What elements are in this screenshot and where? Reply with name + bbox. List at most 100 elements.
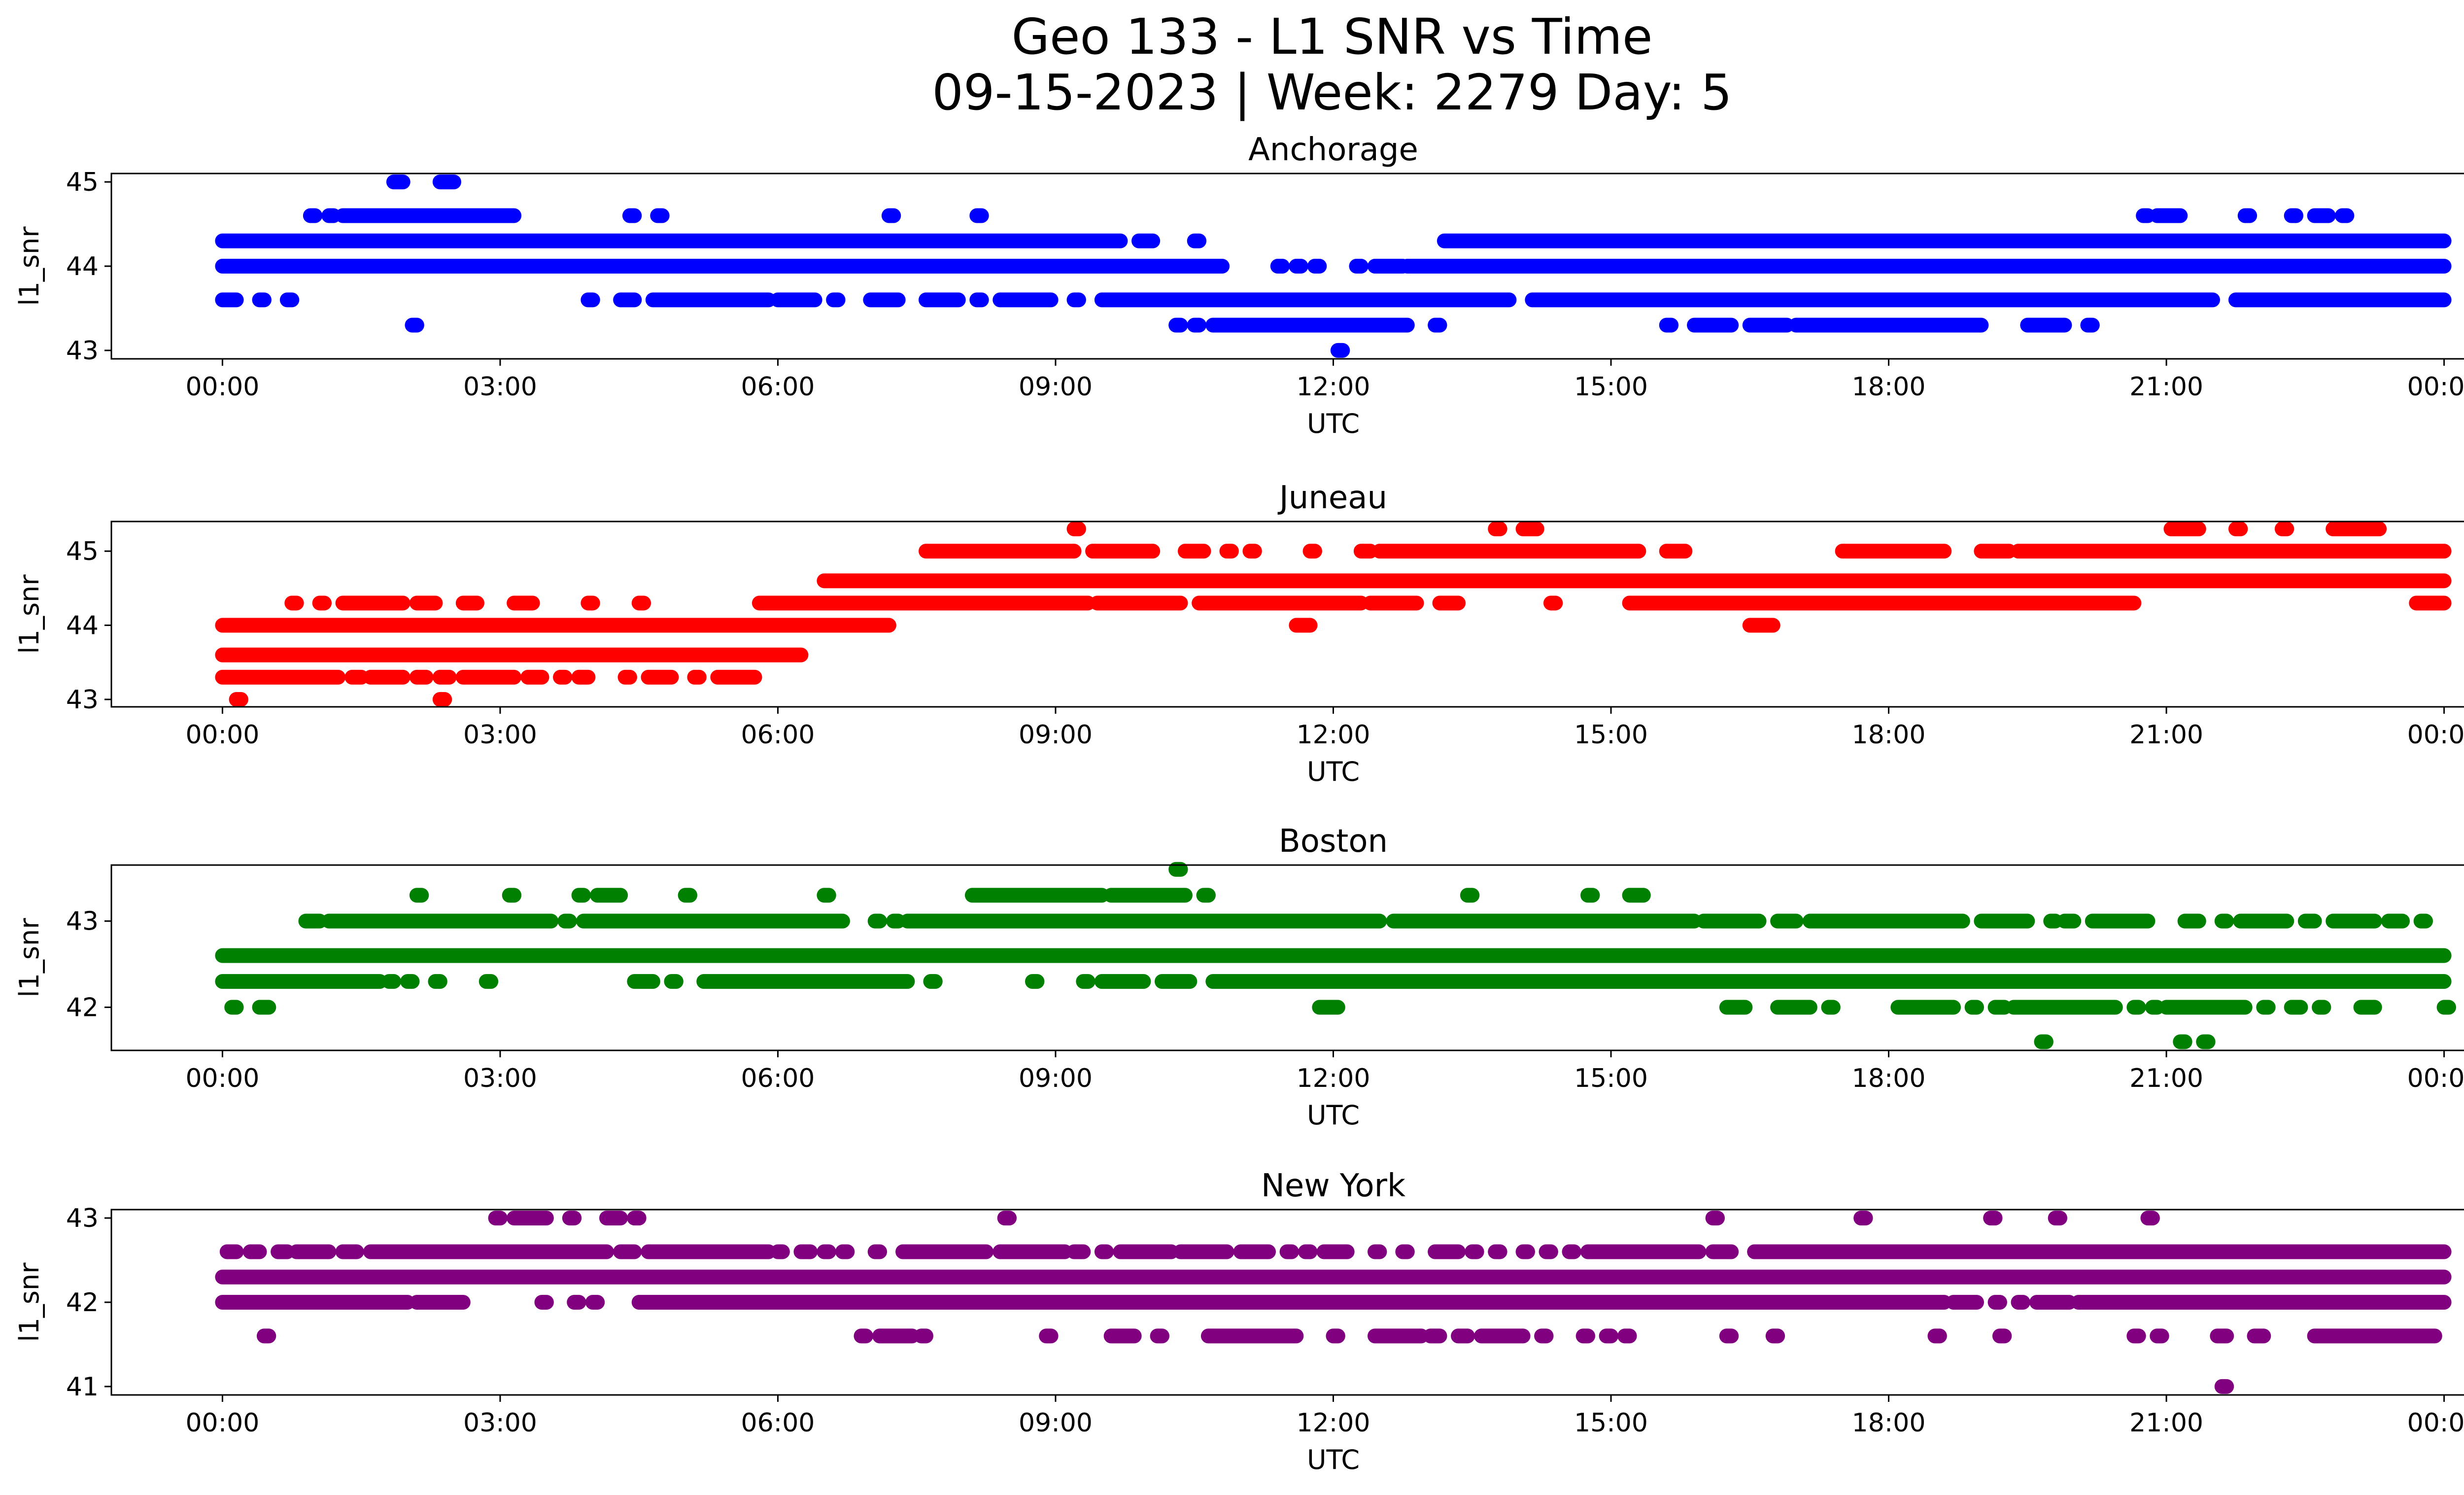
data-point-run: [1705, 1244, 1739, 1259]
data-point-run: [335, 595, 411, 611]
data-point-run: [1076, 974, 1095, 989]
x-tick-label: 21:00: [2129, 372, 2203, 402]
data-point-run: [886, 913, 906, 929]
data-point-run: [1432, 595, 1466, 611]
data-point-run: [627, 1211, 647, 1226]
figure-subtitle: 09-15-2023 | Week: 2279 Day: 5: [932, 64, 1732, 121]
data-point-run: [321, 208, 341, 223]
data-point-run: [335, 1244, 364, 1259]
data-point-run: [1437, 233, 2452, 248]
data-point-run: [279, 292, 300, 308]
y-tick-label: 43: [66, 336, 99, 366]
data-point-run: [224, 1000, 244, 1015]
data-point-run: [409, 669, 434, 685]
data-point-run: [1890, 1000, 1961, 1015]
x-tick-label: 03:00: [463, 1064, 537, 1093]
data-point-run: [1460, 888, 1480, 903]
data-point-run: [1835, 544, 1952, 559]
x-axis-label: UTC: [1307, 408, 1360, 439]
x-tick-label: 06:00: [741, 372, 815, 402]
x-tick-label: 00:00: [185, 1064, 259, 1093]
data-point-run: [1302, 544, 1322, 559]
data-point-run: [1368, 259, 1410, 274]
data-point-run: [2326, 522, 2387, 537]
data-point-run: [455, 669, 522, 685]
data-point-run: [1488, 1244, 1507, 1259]
data-point-run: [571, 888, 591, 903]
data-point-run: [900, 913, 1387, 929]
x-tick-label: 21:00: [2129, 1408, 2203, 1438]
data-point-run: [284, 595, 304, 611]
x-tick-label: 03:00: [463, 720, 537, 750]
data-point-run: [835, 1244, 855, 1259]
data-point-run: [312, 595, 332, 611]
data-point-run: [650, 208, 670, 223]
data-point-run: [2163, 522, 2206, 537]
data-point-run: [1150, 1328, 1169, 1344]
data-point-run: [590, 888, 628, 903]
data-points: [215, 862, 2456, 1049]
data-point-run: [2173, 1034, 2192, 1049]
data-point-run: [1599, 1328, 1619, 1344]
subplot-title: New York: [1261, 1168, 1405, 1204]
data-point-run: [1788, 317, 1989, 333]
data-point-run: [2284, 1000, 2308, 1015]
data-point-run: [854, 1328, 873, 1344]
data-point-run: [2233, 913, 2294, 929]
x-axis-label: UTC: [1307, 756, 1360, 787]
data-point-run: [1719, 1000, 1753, 1015]
data-point-run: [576, 913, 850, 929]
data-point-run: [793, 1244, 818, 1259]
x-tick-label: 00:00: [2407, 1064, 2464, 1093]
data-point-run: [321, 913, 559, 929]
data-point-run: [1094, 292, 1517, 308]
data-point-run: [964, 888, 1109, 903]
data-point-run: [1205, 317, 1415, 333]
data-point-run: [613, 1244, 642, 1259]
data-point-run: [1687, 317, 1739, 333]
data-point-run: [1821, 1000, 1841, 1015]
data-point-run: [687, 669, 707, 685]
y-tick-label: 43: [66, 1204, 99, 1233]
data-point-run: [2145, 1000, 2165, 1015]
data-point-run: [2436, 1000, 2456, 1015]
data-point-run: [428, 974, 447, 989]
data-point-run: [2210, 1328, 2234, 1344]
data-point-run: [1515, 1244, 1535, 1259]
data-point-run: [298, 913, 327, 929]
y-axis-label: l1_snr: [14, 918, 45, 998]
data-point-run: [1330, 343, 1350, 358]
data-point-run: [1326, 1328, 1345, 1344]
data-point-run: [1617, 1328, 1637, 1344]
data-point-run: [2307, 208, 2336, 223]
data-point-run: [1039, 1328, 1059, 1344]
data-point-run: [256, 1328, 276, 1344]
data-point-run: [627, 974, 660, 989]
data-point-run: [1562, 1244, 1581, 1259]
x-tick-label: 00:00: [2407, 1408, 2464, 1438]
data-point-run: [242, 1244, 267, 1259]
data-point-run: [1747, 1244, 2452, 1259]
data-point-run: [2150, 208, 2188, 223]
y-tick-label: 44: [66, 611, 99, 641]
data-point-run: [2011, 544, 2452, 559]
data-point-run: [631, 595, 651, 611]
data-point-run: [1177, 544, 1211, 559]
y-tick-label: 45: [66, 537, 99, 566]
data-point-run: [2297, 913, 2322, 929]
x-tick-label: 15:00: [1574, 1408, 1648, 1438]
data-point-run: [335, 208, 522, 223]
data-point-run: [215, 948, 2452, 963]
data-point-run: [432, 692, 452, 707]
data-point-run: [1066, 292, 1086, 308]
data-point-run: [867, 1244, 888, 1259]
data-point-run: [432, 174, 462, 190]
data-point-run: [2312, 1000, 2331, 1015]
data-point-run: [502, 888, 522, 903]
x-tick-label: 00:00: [185, 720, 259, 750]
data-point-run: [2353, 1000, 2382, 1015]
data-point-run: [1025, 974, 1045, 989]
data-point-run: [1964, 1000, 1984, 1015]
data-point-run: [381, 974, 401, 989]
